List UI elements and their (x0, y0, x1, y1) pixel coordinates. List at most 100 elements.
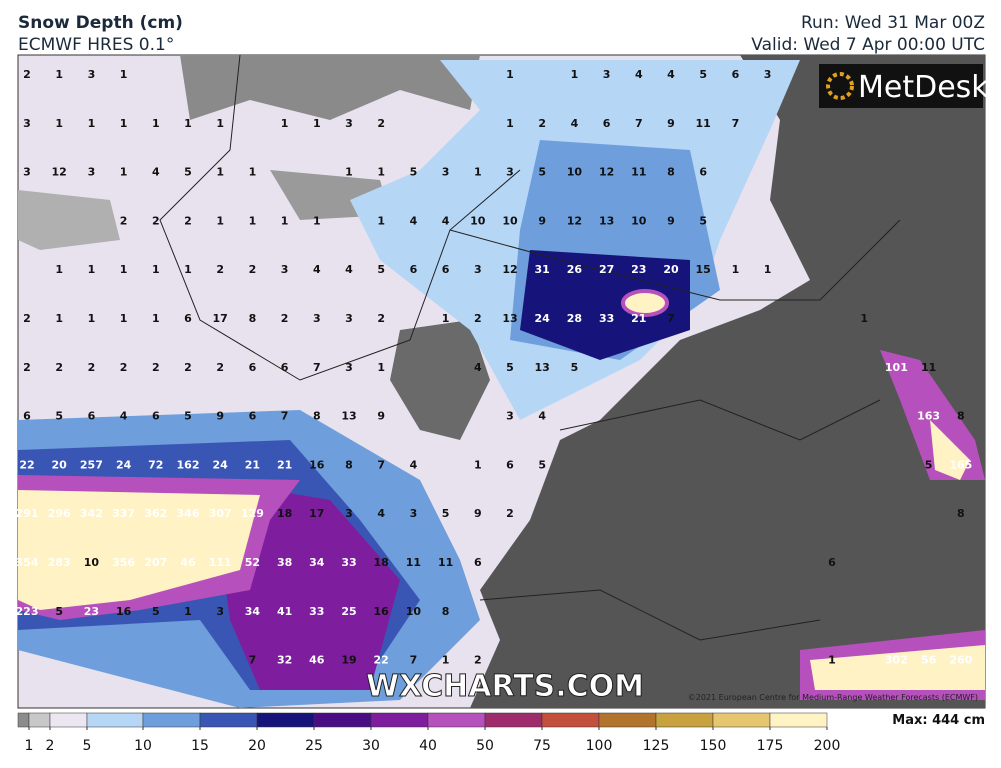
snow-depth-label: 1 (55, 68, 63, 81)
subtitle: ECMWF HRES 0.1° (18, 35, 174, 55)
snow-depth-label: 2 (88, 361, 96, 374)
snow-depth-label: 2 (23, 68, 31, 81)
border (159, 54, 901, 641)
legend-swatch (49, 712, 88, 728)
snow-depth-label: 9 (538, 214, 546, 227)
snow-depth-label: 8 (667, 166, 675, 179)
snow-depth-label: 1 (184, 263, 192, 276)
legend-tick-label: 175 (757, 738, 784, 754)
legend-tick-label: 125 (643, 738, 670, 754)
snow-depth-label: 3 (442, 166, 450, 179)
snow-depth-label: 9 (667, 214, 675, 227)
snow-depth-label: 1 (345, 166, 353, 179)
snow-depth-label: 8 (957, 410, 965, 423)
snow-depth-label: 4 (152, 166, 160, 179)
snow-depth-label: 10 (502, 214, 518, 227)
snow-depth-label: 3 (23, 117, 31, 130)
snow-depth-label: 5 (442, 507, 450, 520)
snow-depth-label: 1 (55, 117, 63, 130)
snow-depth-label: 16 (116, 605, 132, 618)
snow-depth-label: 2 (281, 312, 289, 325)
snow-area (520, 250, 690, 360)
snow-depth-label: 32 (277, 654, 292, 667)
legend-swatch (598, 712, 657, 728)
snow-depth-label: 1 (216, 166, 224, 179)
legend-swatch (769, 712, 828, 728)
snow-depth-label: 56 (921, 654, 937, 667)
valid-time: Valid: Wed 7 Apr 00:00 UTC (751, 35, 985, 55)
snow-depth-label: 7 (249, 654, 257, 667)
run-time: Run: Wed 31 Mar 00Z (801, 13, 985, 33)
snow-depth-label: 21 (245, 458, 260, 471)
snow-depth-label: 111 (209, 556, 232, 569)
snow-depth-label: 8 (442, 605, 450, 618)
snow-depth-label: 1 (184, 605, 192, 618)
snow-depth-label: 8 (957, 507, 965, 520)
snow-depth-label: 1 (377, 214, 385, 227)
terrain (390, 320, 490, 440)
snow-depth-label: 223 (16, 605, 39, 618)
copyright: ©2021 European Centre for Medium-Range W… (688, 693, 978, 702)
snow-depth-label: 5 (699, 68, 707, 81)
snow-depth-label: 20 (663, 263, 679, 276)
legend-tick-label: 2 (46, 738, 55, 754)
legend-tick-label: 75 (533, 738, 551, 754)
snow-depth-label: 72 (148, 458, 163, 471)
snow-depth-label: 7 (732, 117, 740, 130)
snow-depth-label: 6 (152, 410, 160, 423)
snow-depth-label: 1 (184, 117, 192, 130)
snow-depth-label: 1 (313, 117, 321, 130)
snow-depth-label: 5 (410, 166, 418, 179)
snow-depth-label: 9 (667, 117, 675, 130)
snow-depth-label: 1 (571, 68, 579, 81)
snow-depth-label: 4 (474, 361, 482, 374)
snow-depth-label: 1 (249, 166, 257, 179)
snow-depth-label: 3 (506, 166, 514, 179)
snow-depth-label: 24 (213, 458, 229, 471)
snow-depth-label: 5 (152, 605, 160, 618)
snow-depth-label: 3 (281, 263, 289, 276)
snow-depth-label: 17 (309, 507, 324, 520)
snow-depth-label: 302 (885, 654, 908, 667)
snow-depth-label: 2 (120, 361, 128, 374)
snow-area (621, 289, 669, 317)
snow-depth-label: 4 (410, 214, 418, 227)
snow-depth-label: 11 (406, 556, 421, 569)
snow-depth-label: 34 (245, 605, 261, 618)
snow-depth-label: 1 (506, 117, 514, 130)
snow-depth-label: 3 (603, 68, 611, 81)
snow-depth-label: 6 (699, 166, 707, 179)
legend-tick-label: 25 (305, 738, 323, 754)
legend-swatch (541, 712, 600, 728)
snow-depth-label: 207 (144, 556, 167, 569)
snow-depth-label: 1 (377, 361, 385, 374)
snow-depth-label: 1 (120, 68, 128, 81)
snow-depth-label: 7 (667, 312, 675, 325)
snow-depth-label: 18 (374, 556, 389, 569)
snow-depth-label: 5 (538, 458, 546, 471)
snow-depth-label: 2 (216, 361, 224, 374)
snow-depth-label: 20 (52, 458, 68, 471)
snow-depth-label: 5 (55, 410, 63, 423)
snow-depth-label: 6 (249, 361, 257, 374)
snow-depth-label: 4 (667, 68, 675, 81)
snow-depth-label: 5 (184, 166, 192, 179)
snow-depth-label: 1 (152, 312, 160, 325)
snow-depth-label: 5 (925, 458, 933, 471)
snow-depth-label: 10 (470, 214, 486, 227)
snow-depth-label: 16 (309, 458, 325, 471)
snow-depth-label: 165 (949, 458, 972, 471)
snow-depth-label: 4 (410, 458, 418, 471)
watermark: WXCHARTS.COM (366, 669, 644, 704)
legend-swatch (199, 712, 258, 728)
snow-depth-label: 1 (442, 654, 450, 667)
snow-depth-label: 5 (184, 410, 192, 423)
snow-depth-label: 2 (377, 312, 385, 325)
snow-depth-label: 2 (55, 361, 63, 374)
snow-depth-label: 7 (377, 458, 385, 471)
snow-depth-label: 1 (216, 117, 224, 130)
snow-depth-label: 4 (635, 68, 643, 81)
snow-depth-label: 13 (502, 312, 517, 325)
legend-tick-label: 1 (25, 738, 34, 754)
